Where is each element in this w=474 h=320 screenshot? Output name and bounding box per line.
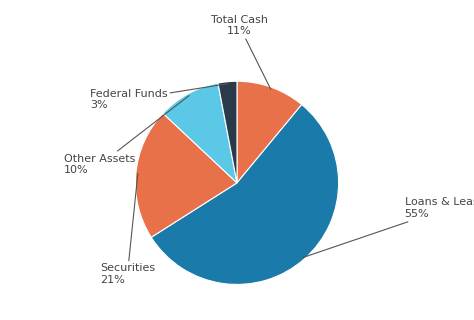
Text: Federal Funds
3%: Federal Funds 3% xyxy=(90,84,228,110)
Text: Securities
21%: Securities 21% xyxy=(100,173,155,285)
Wedge shape xyxy=(163,83,237,183)
Wedge shape xyxy=(151,105,338,284)
Text: Other Assets
10%: Other Assets 10% xyxy=(64,96,189,175)
Wedge shape xyxy=(218,81,237,183)
Text: Loans & Leases
55%: Loans & Leases 55% xyxy=(303,197,474,258)
Wedge shape xyxy=(237,81,302,183)
Text: Total Cash
11%: Total Cash 11% xyxy=(210,15,271,89)
Wedge shape xyxy=(136,113,237,237)
